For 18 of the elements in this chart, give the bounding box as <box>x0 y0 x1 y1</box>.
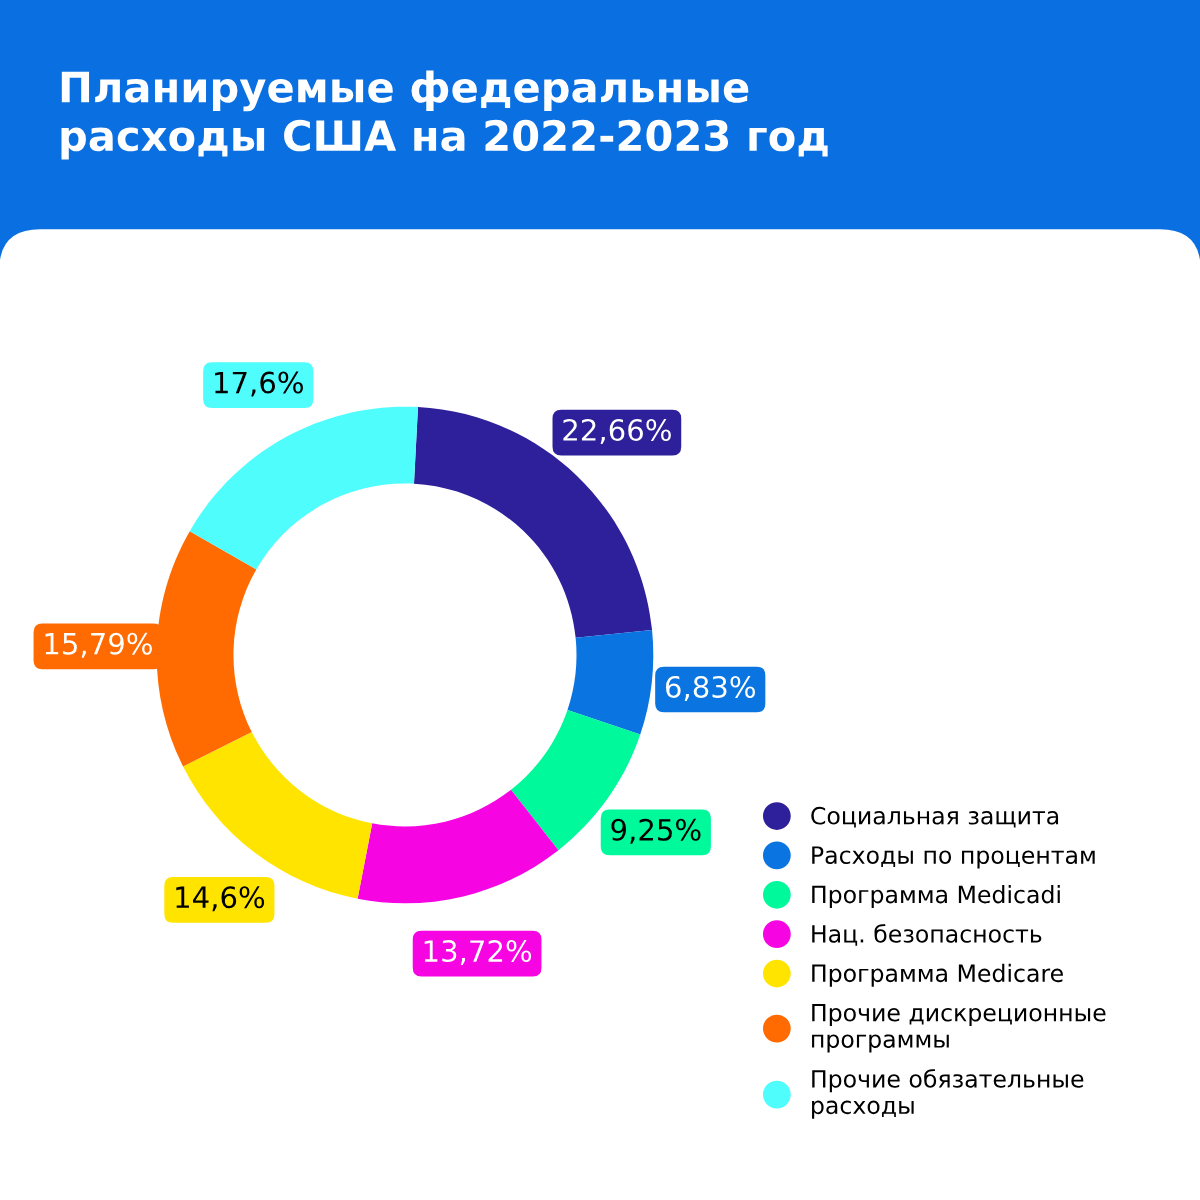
donut-slice <box>567 629 654 735</box>
data-label: 6,83% <box>665 675 755 701</box>
legend-label: Прочие обязательные расходы <box>812 1069 1084 1119</box>
data-label: 14,6% <box>176 886 265 912</box>
data-label: 22,66% <box>563 418 671 444</box>
legend-label: Нац. безопасность <box>812 924 1042 946</box>
donut-slice <box>357 789 559 904</box>
donut-slice <box>189 406 418 570</box>
legend-label: Программа Medicadi <box>812 885 1060 908</box>
data-label: 15,79% <box>45 632 152 658</box>
legend-label: Программа Medicare <box>812 963 1063 987</box>
legend-label: Прочие дискреционные программы <box>812 1003 1106 1053</box>
data-label: 17,6% <box>215 371 303 397</box>
legend-label: Социальная защита <box>811 806 1059 828</box>
chart-title: Планируемые федеральные расходы США на 2022-2023 год <box>61 70 828 160</box>
data-label: 9,25% <box>611 818 701 844</box>
data-label: 13,72% <box>424 940 532 966</box>
legend-label: Расходы по процентам <box>812 846 1095 869</box>
